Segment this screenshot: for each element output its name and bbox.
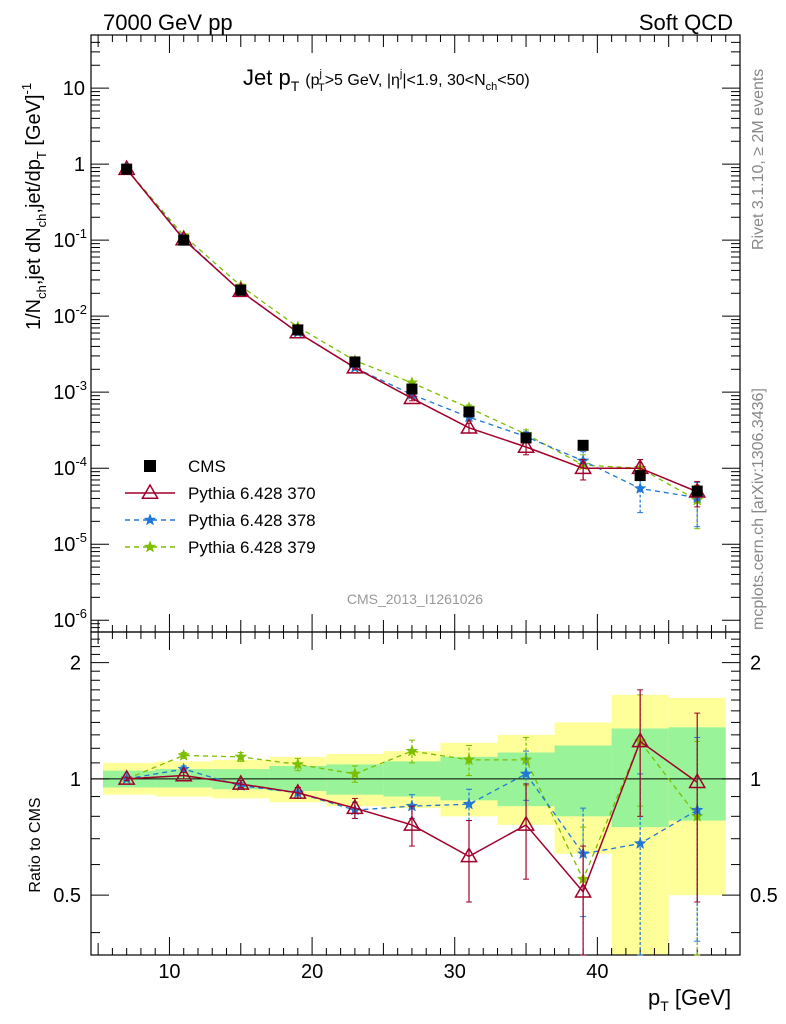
ratio-point <box>288 783 307 799</box>
xtick-label: 40 <box>586 961 608 983</box>
main-ylabel: 1/Nch,jet dNch,jet/dpT [GeV]-1 <box>19 83 49 330</box>
title-cuts-sup2: j <box>399 68 402 80</box>
ratio-point <box>117 769 136 785</box>
ratio-point <box>231 774 250 790</box>
series-line <box>126 168 698 501</box>
band-inner <box>554 745 612 817</box>
ratio-point <box>403 815 421 831</box>
cms-point <box>691 485 703 497</box>
cms-point <box>349 356 361 368</box>
data-point <box>574 458 592 475</box>
ytick-label: 10-5 <box>53 530 87 556</box>
cms-point <box>235 284 247 296</box>
ratio-bands <box>103 694 726 955</box>
ratio-point <box>462 753 476 766</box>
ratio-point <box>688 772 707 789</box>
legend: CMS Pythia 6.428 370 Pythia 6.428 378 Pythi… <box>125 457 316 557</box>
axes: 10 1 10-1 10-2 10-3 10-4 10-5 10-6 2 2 1 1 0.5 0.5 10 2… <box>53 34 778 983</box>
ratio-point <box>348 767 362 780</box>
series-line <box>126 168 698 499</box>
ratio-point <box>174 766 193 782</box>
ytick-label: 10-1 <box>53 226 87 252</box>
ytick-label: 10 <box>63 78 85 100</box>
title-cuts-3: |<1.9, 30<N <box>402 72 485 89</box>
title-cuts-sub2: ch <box>486 81 498 93</box>
legend-marker <box>141 483 159 499</box>
data-layer <box>117 159 707 956</box>
ytick-label: 10-3 <box>53 378 87 404</box>
header-left: 7000 GeV pp <box>103 10 233 35</box>
main-title: Jet pT (pj T>5 GeV, |ηj|<1.9, 30<Nch<50) <box>243 65 530 94</box>
mcplots-label: mcplots.cern.ch [arXiv:1306.3436] <box>750 388 767 630</box>
ratio-point <box>633 836 647 849</box>
title-cuts-sub: T <box>318 82 325 94</box>
legend-marker <box>143 540 157 553</box>
cms-point <box>634 470 646 482</box>
ratio-point <box>405 744 419 757</box>
series-line <box>126 168 698 493</box>
cms-point <box>406 383 418 395</box>
title-main-sub: T <box>291 78 300 94</box>
analysis-watermark: CMS_2013_I1261026 <box>347 591 483 607</box>
title-main: Jet p <box>243 65 291 90</box>
cms-point <box>520 432 532 444</box>
ratio-ytick-label: 1 <box>70 769 81 791</box>
ytick-label: 10-6 <box>53 606 87 632</box>
data-point <box>403 388 421 405</box>
ratio-point <box>519 767 533 780</box>
ytick-label: 1 <box>74 154 85 176</box>
ratio-series-line <box>126 740 698 881</box>
legend-label: CMS <box>188 457 226 476</box>
ratio-ytick-label: 0.5 <box>53 885 81 907</box>
ratio-point <box>631 731 650 748</box>
legend-label: Pythia 6.428 378 <box>188 511 316 530</box>
ratio-ylabel: Ratio to CMS <box>27 797 44 892</box>
ratio-point <box>234 750 248 763</box>
legend-label: Pythia 6.428 370 <box>188 484 316 503</box>
ratio-point <box>517 815 535 831</box>
data-point <box>517 437 535 453</box>
cms-point <box>121 163 133 175</box>
rivet-label: Rivet 3.1.10, ≥ 2M events <box>750 69 767 250</box>
title-cuts-2: >5 GeV, |η <box>325 72 400 89</box>
title-cuts-sup: j <box>319 68 322 80</box>
legend-marker <box>143 513 157 526</box>
ratio-frame-rect <box>90 631 741 956</box>
data-point <box>633 481 647 494</box>
ratio-ytick-label-right: 1 <box>750 769 761 791</box>
ratio-ytick-label: 2 <box>70 653 81 675</box>
ratio-point <box>462 797 476 810</box>
xtick-label: 30 <box>444 961 466 983</box>
cms-point <box>463 406 475 418</box>
title-cuts-4: <50) <box>497 72 529 89</box>
ratio-point <box>177 748 191 761</box>
ratio-ytick-label-right: 0.5 <box>750 885 778 907</box>
legend-label: Pythia 6.428 379 <box>188 538 316 557</box>
ratio-ytick-label-right: 2 <box>750 653 761 675</box>
cms-point <box>292 324 304 336</box>
ytick-label: 10-4 <box>53 454 87 480</box>
ytick-label: 10-2 <box>53 302 87 328</box>
ratio-point <box>460 846 478 863</box>
ratio-point <box>345 798 364 815</box>
xaxis-label: pT [GeV] <box>648 985 731 1014</box>
data-point <box>460 418 478 434</box>
header-right: Soft QCD <box>639 10 733 35</box>
title-cuts: (p <box>305 72 319 89</box>
xtick-label: 20 <box>301 961 323 983</box>
ratio-point <box>291 757 305 770</box>
xtick-label: 10 <box>158 961 180 983</box>
cms-point <box>577 439 589 451</box>
legend-marker-cms <box>144 460 156 472</box>
ratio-point <box>574 882 592 898</box>
cms-point <box>178 234 190 246</box>
